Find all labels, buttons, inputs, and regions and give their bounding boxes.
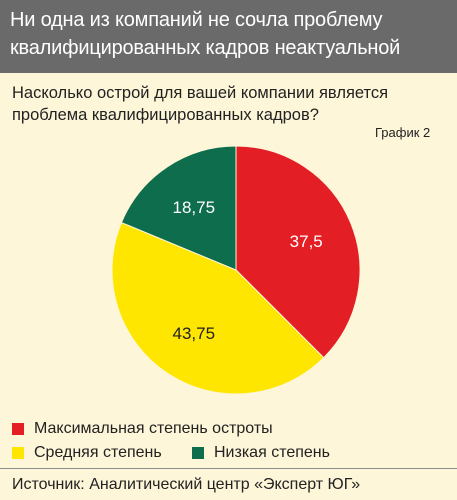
pie-slice-max [235,145,361,359]
header-title-line-1: Ни одна из компаний не сочла проблему [10,9,383,31]
header-title-line-2: квалифицированных кадров неактуальной [10,37,401,59]
pie-value-label-max: 37,5 [290,232,323,251]
chart-question: Насколько острой для вашей компании явля… [12,82,389,126]
chart-header: Ни одна из компаний не сочла проблему кв… [0,0,457,73]
footer-divider [0,468,457,469]
question-line-1: Насколько острой для вашей компании явля… [12,84,389,102]
pie-value-label-medium: 43,75 [173,324,216,343]
pie-slice-medium [111,221,325,395]
graph-number-label: График 2 [375,125,431,140]
question-line-2: проблема квалифицированных кадров? [12,106,319,124]
pie-value-label-low: 18,75 [173,198,216,217]
pie-slice-low [120,145,237,271]
source-note: Источник: Аналитический центр «Эксперт Ю… [12,476,361,493]
